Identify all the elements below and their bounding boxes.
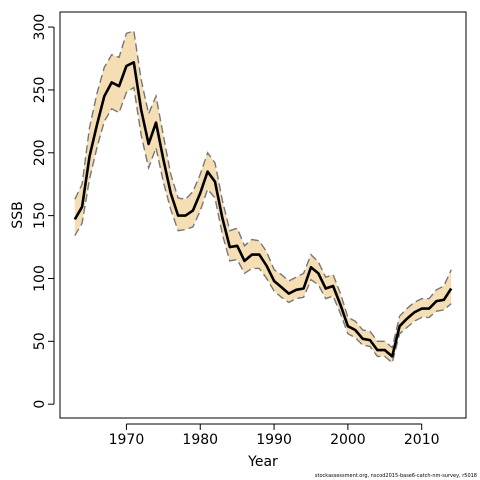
x-tick-label: 2010 (404, 432, 440, 448)
estimate-line (73, 61, 453, 358)
y-tick-label: 150 (32, 202, 48, 229)
y-tick-label: 0 (32, 400, 48, 409)
upper-bound-line (74, 29, 452, 349)
y-tick-label: 50 (32, 332, 48, 350)
y-tick-label: 300 (32, 14, 48, 41)
plot-frame (59, 11, 467, 419)
confidence-band (74, 30, 452, 363)
y-tick-label: 200 (32, 139, 48, 166)
x-tick-label: 1980 (182, 432, 218, 448)
footnote: stockassessment.org, nscod2015-base6-cat… (315, 473, 477, 479)
y-tick-label: 100 (32, 265, 48, 292)
x-tick-label: 1970 (109, 432, 145, 448)
x-axis-title: Year (247, 454, 278, 470)
y-tick-label: 250 (32, 77, 48, 104)
y-axis-title: SSB (10, 201, 26, 228)
lower-bound-line (74, 86, 452, 364)
x-tick-label: 1990 (256, 432, 292, 448)
y-axis: 0 50 100 150 200 250 300 (32, 14, 55, 409)
x-tick-label: 2000 (330, 432, 366, 448)
x-axis: 1970 1980 1990 2000 2010 (109, 423, 440, 448)
